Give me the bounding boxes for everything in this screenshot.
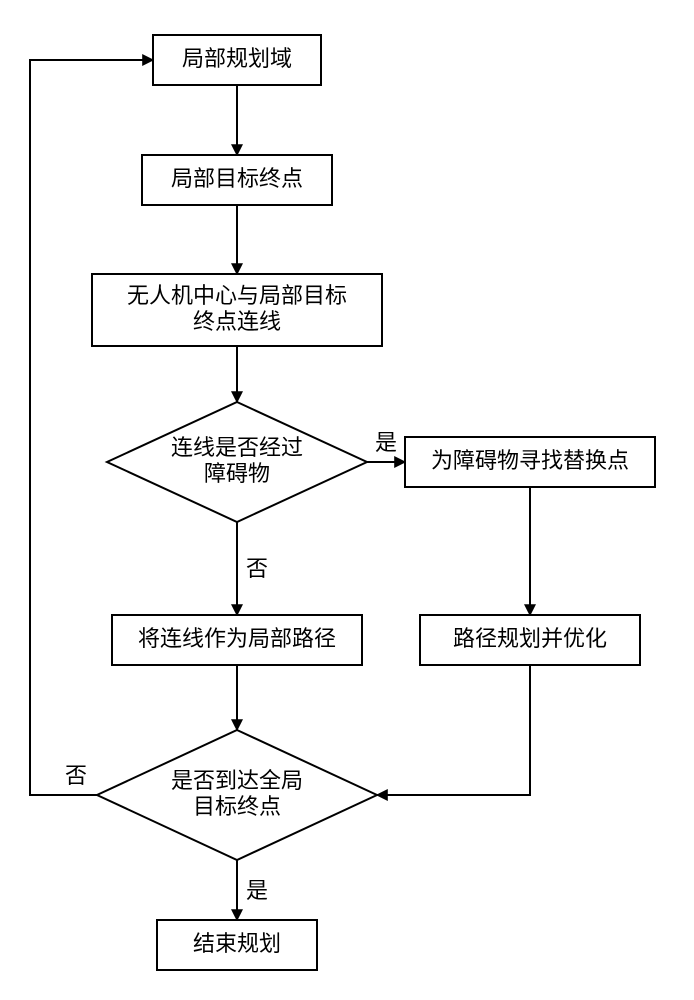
- edge-n6-d2: [377, 665, 530, 795]
- node-n3-label-line-1: 终点连线: [193, 309, 281, 334]
- node-d2-label-line-1: 目标终点: [193, 794, 281, 819]
- node-n2: 局部目标终点: [142, 155, 332, 205]
- node-n5: 将连线作为局部路径: [112, 615, 362, 665]
- node-d1: 连线是否经过障碍物: [107, 402, 367, 522]
- edge-label-d1-n5: 否: [246, 556, 268, 581]
- nodes-layer: 局部规划域局部目标终点无人机中心与局部目标终点连线连线是否经过障碍物 为障碍物寻找…: [92, 35, 655, 970]
- node-n1: 局部规划域: [153, 35, 321, 85]
- node-n7: 结束规划: [157, 920, 317, 970]
- node-n5-label-line-0: 将连线作为局部路径: [138, 626, 336, 651]
- node-n2-label-line-0: 局部目标终点: [171, 166, 303, 191]
- edge-d2-n1: [30, 60, 153, 795]
- node-n3-label-line-0: 无人机中心与局部目标: [127, 283, 347, 308]
- node-n1-label-line-0: 局部规划域: [182, 46, 292, 71]
- node-d1-label-line-1: 障碍物: [204, 461, 270, 486]
- edge-label-d2-n7: 是: [246, 878, 268, 903]
- edge-label-d1-n4: 是: [375, 430, 397, 455]
- node-n6: 路径规划并优化: [420, 615, 640, 665]
- node-n7-label-line-0: 结束规划: [193, 931, 281, 956]
- node-d1-label-line-0: 连线是否经过: [171, 435, 303, 460]
- edge-label-d2-n1: 否: [65, 763, 87, 788]
- node-d2-label-line-0: 是否到达全局: [171, 768, 303, 793]
- node-n4-label-line-0: 为障碍物寻找替换点: [431, 448, 629, 473]
- node-n4: 为障碍物寻找替换点: [405, 437, 655, 487]
- node-n3: 无人机中心与局部目标终点连线: [92, 274, 382, 346]
- node-d2: 是否到达全局目标终点: [97, 730, 377, 860]
- node-n6-label-line-0: 路径规划并优化: [453, 626, 607, 651]
- flowchart-canvas: 是否是否局部规划域局部目标终点无人机中心与局部目标终点连线连线是否经过障碍物为障…: [0, 0, 694, 1000]
